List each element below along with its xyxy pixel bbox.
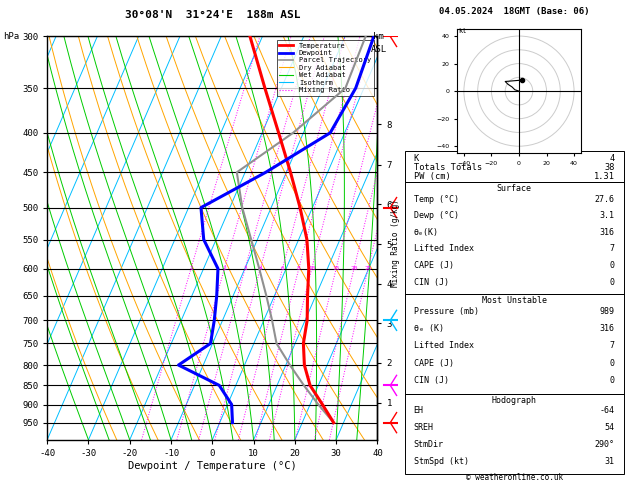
Text: 7: 7 <box>610 244 615 254</box>
Text: Lifted Index: Lifted Index <box>414 342 474 350</box>
Text: 989: 989 <box>599 307 615 316</box>
Text: SREH: SREH <box>414 423 434 432</box>
Text: 0: 0 <box>610 376 615 385</box>
Text: θₑ (K): θₑ (K) <box>414 324 443 333</box>
Text: PW (cm): PW (cm) <box>414 172 450 181</box>
Text: Temp (°C): Temp (°C) <box>414 195 459 204</box>
Text: CIN (J): CIN (J) <box>414 376 448 385</box>
Text: 10: 10 <box>308 266 316 271</box>
Text: 8: 8 <box>297 266 301 271</box>
Legend: Temperature, Dewpoint, Parcel Trajectory, Dry Adiabat, Wet Adiabat, Isotherm, Mi: Temperature, Dewpoint, Parcel Trajectory… <box>277 40 374 96</box>
Text: 0: 0 <box>610 359 615 368</box>
Text: Hodograph: Hodograph <box>492 396 537 405</box>
Text: 1.31: 1.31 <box>594 172 615 181</box>
Text: Mixing Ratio (g/kg): Mixing Ratio (g/kg) <box>391 199 399 287</box>
Text: hPa: hPa <box>3 32 19 41</box>
Text: 27.6: 27.6 <box>594 195 615 204</box>
Text: 290°: 290° <box>594 440 615 449</box>
Text: Totals Totals: Totals Totals <box>414 163 482 172</box>
Text: Dewp (°C): Dewp (°C) <box>414 211 459 221</box>
Text: CIN (J): CIN (J) <box>414 278 448 287</box>
Text: 04.05.2024  18GMT (Base: 06): 04.05.2024 18GMT (Base: 06) <box>439 7 589 17</box>
Text: -64: -64 <box>599 406 615 416</box>
Text: 20: 20 <box>350 266 358 271</box>
X-axis label: Dewpoint / Temperature (°C): Dewpoint / Temperature (°C) <box>128 461 297 470</box>
Text: 0: 0 <box>610 261 615 270</box>
Text: EH: EH <box>414 406 424 416</box>
Text: 30°08'N  31°24'E  188m ASL: 30°08'N 31°24'E 188m ASL <box>125 10 300 20</box>
Text: StmSpd (kt): StmSpd (kt) <box>414 457 469 466</box>
Text: 3.1: 3.1 <box>599 211 615 221</box>
Text: 54: 54 <box>604 423 615 432</box>
Text: CAPE (J): CAPE (J) <box>414 261 454 270</box>
Text: 4: 4 <box>610 154 615 163</box>
Text: StmDir: StmDir <box>414 440 443 449</box>
Text: 316: 316 <box>599 228 615 237</box>
Text: 31: 31 <box>604 457 615 466</box>
Text: 1: 1 <box>189 266 193 271</box>
Text: Most Unstable: Most Unstable <box>482 296 547 305</box>
Text: kt: kt <box>459 28 467 35</box>
Text: Surface: Surface <box>497 184 532 193</box>
Text: Lifted Index: Lifted Index <box>414 244 474 254</box>
Text: K: K <box>414 154 419 163</box>
Text: ASL: ASL <box>370 45 387 54</box>
Text: Pressure (mb): Pressure (mb) <box>414 307 479 316</box>
Text: 2: 2 <box>223 266 226 271</box>
Text: 0: 0 <box>610 278 615 287</box>
Text: CAPE (J): CAPE (J) <box>414 359 454 368</box>
Text: θₑ(K): θₑ(K) <box>414 228 438 237</box>
Text: 316: 316 <box>599 324 615 333</box>
Text: 15: 15 <box>332 266 340 271</box>
Text: 6: 6 <box>281 266 284 271</box>
Text: km: km <box>373 32 384 41</box>
Text: © weatheronline.co.uk: © weatheronline.co.uk <box>465 473 563 482</box>
Text: 3: 3 <box>243 266 247 271</box>
Text: 38: 38 <box>604 163 615 172</box>
Text: 7: 7 <box>610 342 615 350</box>
Text: 4: 4 <box>259 266 262 271</box>
Text: 25: 25 <box>364 266 372 271</box>
